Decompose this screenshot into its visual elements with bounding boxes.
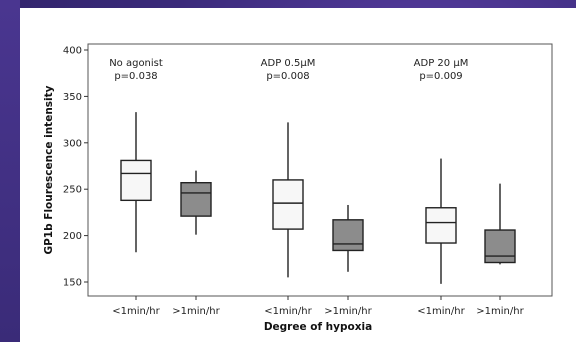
x-tick-label: >1min/hr [476,306,524,317]
y-tick-label: 400 [63,46,82,57]
group-title: No agonist [109,58,163,69]
box-body [332,219,364,252]
box-body [425,207,457,244]
x-axis-title: Degree of hypoxia [264,321,372,333]
y-tick-label: 200 [63,231,82,242]
box-body [484,229,516,264]
slide-canvas [20,8,576,342]
y-tick-label: 250 [63,185,82,196]
group-pvalue: p=0.038 [114,71,157,82]
box-body [180,182,212,217]
x-tick-label: >1min/hr [324,306,372,317]
y-axis-title: GP1b Flourescence intensity [43,85,55,254]
box-body [272,179,304,230]
y-tick-label: 150 [63,278,82,289]
y-tick-label: 350 [63,92,82,103]
group-title: ADP 0.5µM [261,58,316,69]
slide-left-strip [0,0,20,342]
group-pvalue: p=0.009 [419,71,462,82]
x-tick-label: >1min/hr [172,306,220,317]
x-tick-label: <1min/hr [417,306,465,317]
plot-frame [87,43,553,297]
box-body [120,159,152,202]
group-title: ADP 20 µM [414,58,469,69]
y-tick-label: 300 [63,138,82,149]
x-tick-label: <1min/hr [264,306,312,317]
group-pvalue: p=0.008 [266,71,309,82]
x-tick-label: <1min/hr [112,306,160,317]
